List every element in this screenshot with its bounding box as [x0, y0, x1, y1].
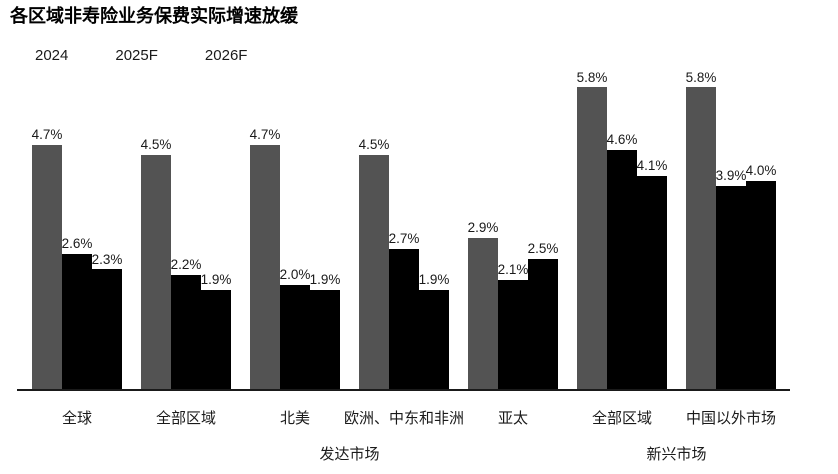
category-label: 全球 — [61, 410, 93, 427]
bar-2026F — [746, 181, 776, 389]
bar-slot-2026F: 4.0% — [745, 163, 777, 389]
bar-2024 — [686, 87, 716, 389]
value-label: 5.8% — [685, 69, 717, 85]
category-label: 全部区域 — [155, 410, 217, 427]
bar-2024 — [141, 155, 171, 389]
category-label: 亚太 — [497, 410, 529, 427]
bar-2026F — [637, 175, 667, 389]
value-label: 4.7% — [31, 126, 63, 142]
value-label: 4.7% — [249, 126, 281, 142]
bar-slot-2026F: 4.1% — [636, 157, 668, 389]
bar-slot-2025F: 3.9% — [716, 169, 746, 389]
bar-2026F — [419, 290, 449, 389]
value-label: 1.9% — [309, 272, 341, 288]
value-label: 5.8% — [576, 69, 608, 85]
value-label: 4.0% — [745, 163, 777, 179]
bar-slot-2024: 4.5% — [140, 137, 172, 389]
bar-slot-2026F: 1.9% — [310, 273, 340, 389]
bar-slot-2026F: 1.9% — [419, 273, 449, 389]
bar-slot-2025F: 2.0% — [279, 267, 311, 389]
bar-2024 — [250, 144, 280, 389]
legend: 2024 2025F 2026F — [35, 47, 247, 64]
value-label: 2.7% — [388, 230, 420, 246]
bar-slot-2024: 5.8% — [685, 69, 717, 389]
value-label: 4.5% — [358, 137, 390, 153]
bar-2025F — [389, 248, 419, 389]
bar-group: 4.7% 2.6% 2.3% — [31, 126, 123, 389]
bar-slot-2026F: 2.5% — [527, 241, 559, 389]
category-label: 欧洲、中东和非洲 — [343, 410, 465, 427]
bar-group: 5.8% 3.9% 4.0% — [685, 69, 777, 389]
market-group-label: 发达市场 — [319, 446, 380, 463]
value-label: 3.9% — [715, 168, 747, 184]
value-label: 2.5% — [527, 241, 559, 257]
bar-2025F — [280, 285, 310, 389]
chart-title: 各区域非寿险业务保费实际增速放缓 — [10, 6, 298, 26]
bar-group: 5.8% 4.6% 4.1% — [576, 69, 668, 389]
bar-2025F — [62, 253, 92, 389]
bar-slot-2025F: 2.2% — [170, 256, 202, 389]
bar-slot-2024: 4.5% — [358, 137, 390, 389]
bar-slot-2026F: 2.3% — [91, 251, 123, 389]
bar-2026F — [92, 269, 122, 389]
category-label: 中国以外市场 — [685, 410, 777, 427]
bar-2024 — [577, 87, 607, 389]
bar-slot-2025F: 2.6% — [61, 235, 93, 389]
bar-group: 4.5% 2.7% 1.9% — [358, 137, 449, 389]
bar-2024 — [32, 144, 62, 389]
value-label: 4.6% — [606, 131, 638, 147]
legend-item-2025F: 2025F — [115, 47, 158, 64]
value-label: 2.3% — [91, 251, 123, 267]
category-label: 全部区域 — [591, 410, 653, 427]
bar-2026F — [310, 290, 340, 389]
bar-2026F — [528, 259, 558, 389]
market-group-label: 新兴市场 — [646, 446, 707, 463]
bar-slot-2025F: 2.1% — [497, 261, 529, 389]
bar-2024 — [468, 238, 498, 389]
bar-2025F — [716, 186, 746, 389]
bar-slot-2025F: 2.7% — [388, 230, 420, 389]
legend-item-2024: 2024 — [35, 47, 69, 64]
bar-slot-2025F: 4.6% — [606, 131, 638, 389]
bar-slot-2024: 2.9% — [468, 221, 498, 389]
bar-slot-2024: 4.7% — [249, 126, 281, 389]
value-label: 2.1% — [497, 261, 529, 277]
value-label: 4.1% — [636, 157, 668, 173]
bar-slot-2024: 5.8% — [576, 69, 608, 389]
value-label: 1.9% — [418, 272, 450, 288]
value-label: 1.9% — [200, 272, 232, 288]
bar-group: 4.5% 2.2% 1.9% — [140, 137, 231, 389]
bar-2025F — [498, 279, 528, 389]
category-label: 北美 — [279, 410, 311, 427]
bar-group: 4.7% 2.0% 1.9% — [249, 126, 340, 389]
bar-slot-2024: 4.7% — [31, 126, 63, 389]
x-axis-line — [17, 389, 790, 391]
value-label: 2.9% — [467, 220, 499, 236]
value-label: 4.5% — [140, 137, 172, 153]
value-label: 2.2% — [170, 256, 202, 272]
bar-slot-2026F: 1.9% — [201, 273, 231, 389]
legend-item-2026F: 2026F — [204, 47, 248, 64]
bar-group: 2.9% 2.1% 2.5% — [468, 221, 558, 389]
bar-2025F — [171, 274, 201, 389]
bar-2024 — [359, 155, 389, 389]
value-label: 2.6% — [61, 235, 93, 251]
value-label: 2.0% — [279, 267, 311, 283]
bar-2025F — [607, 149, 637, 389]
bar-2026F — [201, 290, 231, 389]
